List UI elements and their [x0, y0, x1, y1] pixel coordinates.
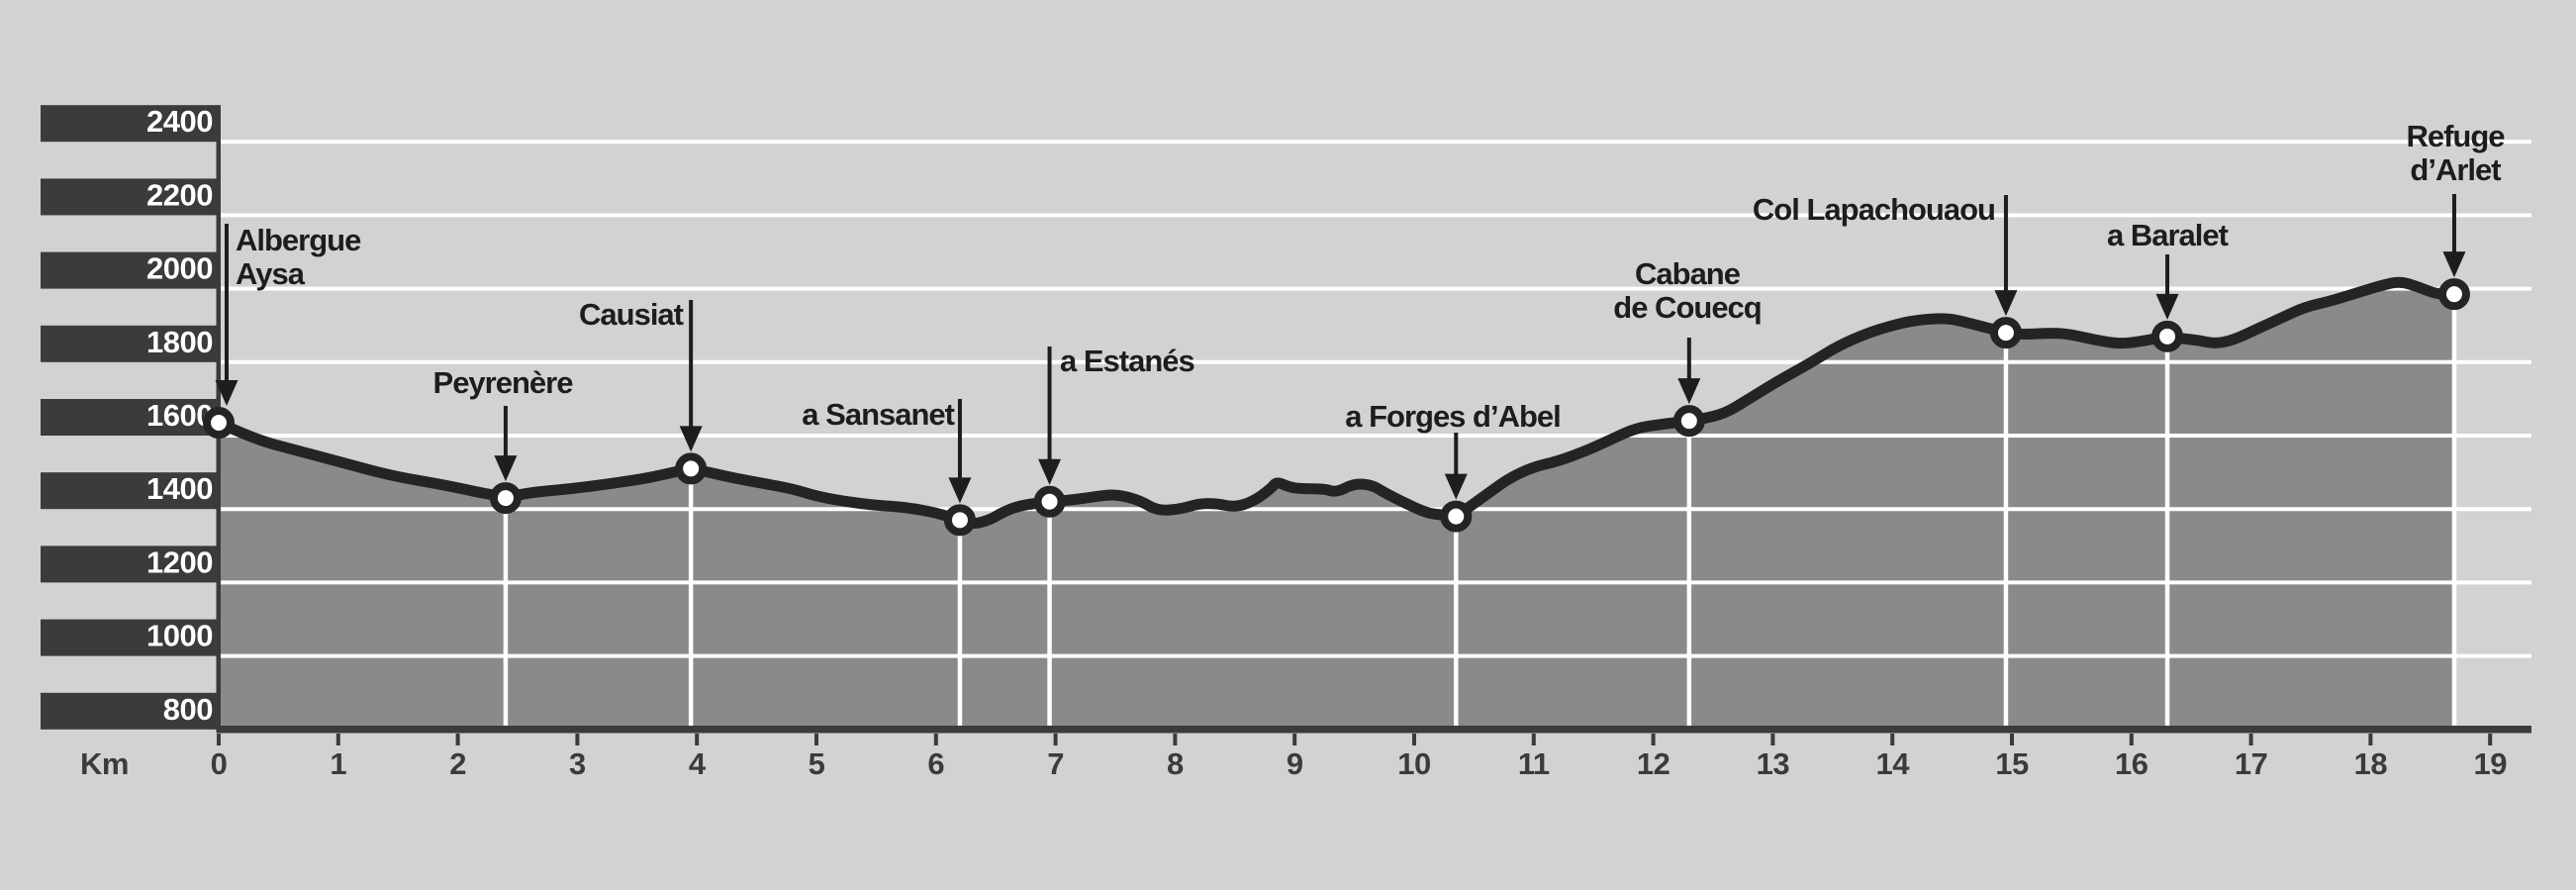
waypoint-marker-7 — [1989, 317, 2022, 349]
km-tick-10 — [1412, 734, 1416, 745]
waypoint-arrowhead-icon-8 — [2155, 293, 2179, 320]
km-unit-label: Km — [80, 746, 129, 781]
km-tick-label-9: 9 — [1287, 746, 1303, 781]
elevation-box-2000 — [41, 251, 219, 289]
elevation-box-2400 — [41, 105, 219, 143]
waypoint-label-9-line-0: Refuge — [2406, 119, 2505, 153]
waypoint-arrowhead-icon-7 — [1994, 290, 2018, 317]
km-tick-label-4: 4 — [689, 746, 707, 781]
waypoint-marker-1 — [489, 482, 522, 515]
waypoint-label-2-line-0: Causiat — [579, 297, 684, 332]
waypoint-arrowhead-icon-0 — [215, 380, 239, 407]
waypoint-arrowhead-icon-6 — [1677, 378, 1701, 405]
km-tick-label-5: 5 — [809, 746, 825, 781]
waypoint-label-4-line-0: a Estanés — [1060, 344, 1194, 378]
elevation-box-800 — [41, 692, 219, 730]
waypoint-label-6-line-0: Cabane — [1635, 256, 1741, 291]
km-tick-label-16: 16 — [2115, 746, 2148, 781]
elevation-box-label-1600: 1600 — [146, 398, 213, 433]
waypoint-marker-2 — [675, 452, 708, 485]
waypoint-label-0-line-0: Albergue — [236, 223, 361, 257]
km-tick-13 — [1770, 734, 1775, 745]
km-tick-label-7: 7 — [1047, 746, 1064, 781]
elevation-box-1000 — [41, 619, 219, 656]
elevation-area-fill — [219, 282, 2454, 730]
km-tick-label-11: 11 — [1518, 746, 1550, 781]
km-tick-label-10: 10 — [1397, 746, 1430, 781]
km-tick-label-8: 8 — [1167, 746, 1184, 781]
elevation-curve — [213, 276, 2460, 530]
km-tick-16 — [2129, 734, 2134, 745]
km-tick-label-19: 19 — [2473, 746, 2507, 781]
waypoint-marker-0 — [203, 407, 235, 440]
elevation-box-label-1200: 1200 — [146, 544, 213, 579]
km-tick-label-3: 3 — [569, 746, 586, 781]
waypoint-marker-5 — [1440, 500, 1473, 533]
waypoint-marker-4 — [1033, 485, 1066, 518]
waypoint-label-8-line-0: a Baralet — [2107, 218, 2229, 252]
km-tick-label-12: 12 — [1637, 746, 1670, 781]
km-tick-17 — [2248, 734, 2253, 745]
x-axis-baseline — [217, 726, 2531, 734]
km-tick-label-17: 17 — [2235, 746, 2267, 781]
waypoint-arrowhead-icon-3 — [948, 477, 972, 504]
waypoint-marker-6 — [1672, 405, 1705, 438]
km-tick-label-0: 0 — [211, 746, 228, 781]
waypoint-arrowhead-icon-9 — [2442, 251, 2466, 278]
elevation-box-1400 — [41, 472, 219, 510]
km-tick-19 — [2488, 734, 2493, 745]
elevation-box-label-2000: 2000 — [146, 251, 213, 286]
waypoint-marker-3 — [943, 504, 976, 537]
km-tick-2 — [455, 734, 460, 745]
waypoint-arrowhead-icon-4 — [1038, 458, 1062, 485]
km-tick-14 — [1890, 734, 1895, 745]
km-tick-label-18: 18 — [2354, 746, 2388, 781]
km-tick-7 — [1053, 734, 1058, 745]
elevation-box-label-1400: 1400 — [146, 471, 213, 506]
elevation-box-2200 — [41, 178, 219, 216]
elevation-box-label-1800: 1800 — [146, 325, 213, 359]
elevation-box-1800 — [41, 325, 219, 362]
waypoint-marker-8 — [2151, 320, 2184, 352]
waypoint-label-9-line-1: d’Arlet — [2410, 152, 2501, 187]
km-tick-11 — [1531, 734, 1536, 745]
waypoint-label-1-line-0: Peyrenère — [433, 365, 574, 400]
km-tick-12 — [1651, 734, 1656, 745]
waypoint-label-7-line-0: Col Lapachouaou — [1753, 192, 1995, 227]
km-tick-label-1: 1 — [330, 746, 346, 781]
km-tick-label-13: 13 — [1757, 746, 1790, 781]
km-tick-label-6: 6 — [927, 746, 944, 781]
km-tick-1 — [335, 734, 340, 745]
km-tick-15 — [2010, 734, 2014, 745]
waypoint-arrowhead-icon-5 — [1444, 473, 1468, 500]
km-tick-3 — [575, 734, 580, 745]
elevation-box-label-1000: 1000 — [146, 619, 213, 653]
waypoint-marker-9 — [2437, 278, 2470, 311]
km-tick-8 — [1173, 734, 1178, 745]
elevation-box-label-800: 800 — [163, 692, 213, 727]
elevation-box-label-2400: 2400 — [146, 104, 213, 139]
km-tick-label-2: 2 — [449, 746, 466, 781]
elevation-box-1600 — [41, 399, 219, 436]
km-tick-6 — [933, 734, 938, 745]
waypoint-label-0-line-1: Aysa — [236, 256, 306, 291]
km-tick-label-15: 15 — [1995, 746, 2029, 781]
km-tick-0 — [217, 734, 221, 745]
km-tick-9 — [1292, 734, 1297, 745]
waypoint-arrowhead-icon-2 — [679, 426, 703, 452]
waypoint-label-6-line-1: de Couecq — [1613, 290, 1761, 325]
waypoint-arrowhead-icon-1 — [494, 455, 518, 482]
elevation-box-1200 — [41, 545, 219, 583]
waypoint-label-5-line-0: a Forges d’Abel — [1345, 399, 1561, 434]
km-tick-label-14: 14 — [1875, 746, 1910, 781]
km-tick-4 — [695, 734, 700, 745]
km-tick-5 — [814, 734, 818, 745]
waypoint-label-3-line-0: a Sansanet — [802, 397, 954, 432]
km-tick-18 — [2368, 734, 2373, 745]
elevation-box-label-2200: 2200 — [146, 177, 213, 212]
